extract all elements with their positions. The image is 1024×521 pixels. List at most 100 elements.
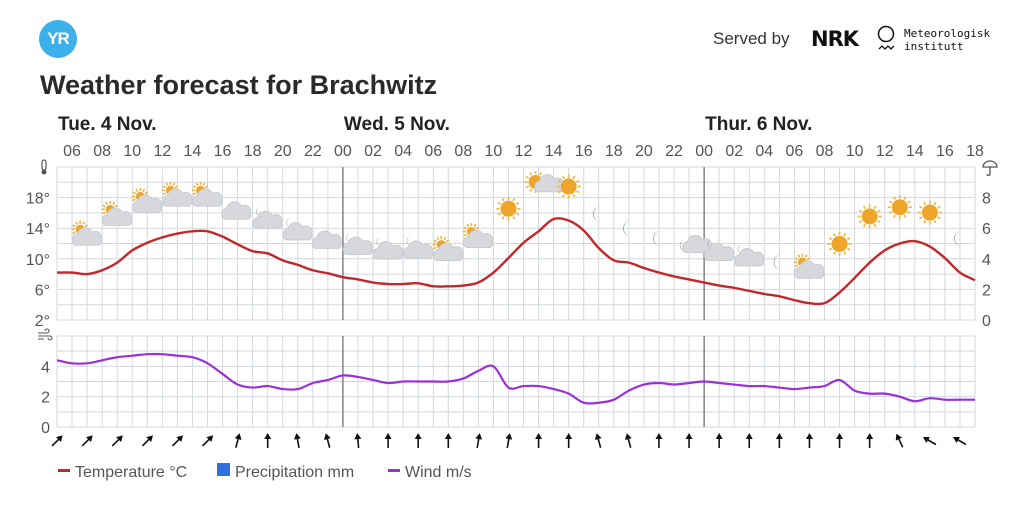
wind-tick-label: 4 <box>41 359 50 376</box>
cloud-shape <box>734 248 765 267</box>
sun-ray <box>862 205 866 209</box>
sun-ray <box>132 191 136 195</box>
sun-ray <box>576 179 580 183</box>
cloud-shape <box>463 229 494 248</box>
sun-ray <box>907 211 911 214</box>
wind-arrow-head <box>535 433 543 439</box>
legend-swatch-temperature <box>58 469 70 472</box>
sun-ray <box>515 202 520 205</box>
sun-ray <box>572 175 576 180</box>
sun-ray <box>529 188 533 192</box>
weather-icon-partly-cloudy-night <box>342 232 373 255</box>
sun-ray <box>907 200 911 204</box>
sun-ray <box>933 219 937 224</box>
sun-ray <box>937 205 941 209</box>
weather-icon-cloudy <box>221 201 252 220</box>
nrk-logo[interactable]: NRK <box>811 27 859 51</box>
cloud-shape <box>162 188 193 207</box>
sun-ray <box>877 209 881 213</box>
wind-arrow-head <box>953 436 960 444</box>
sun-ray <box>512 197 516 202</box>
precipitation-tick-label: 2 <box>982 282 991 299</box>
sun-ray <box>832 233 836 237</box>
sun-ray <box>903 196 907 200</box>
wind-arrow-head <box>414 433 422 439</box>
wind-arrow-head <box>206 435 214 443</box>
hour-tick-label: 18 <box>244 143 262 160</box>
sun-ray <box>501 197 505 202</box>
wind-arrow-head <box>594 433 602 440</box>
sun-ray <box>72 231 76 235</box>
cloud-shape <box>132 194 163 213</box>
sun-ray <box>538 172 542 176</box>
wind-direction-arrow <box>201 435 214 447</box>
sun-ray <box>529 172 533 176</box>
sun-ray <box>846 247 851 251</box>
weather-icon-partly-cloudy-day <box>131 187 163 213</box>
sun-ray <box>525 175 530 179</box>
precipitation-tick-label: 6 <box>982 221 991 238</box>
yr-logo[interactable]: YR <box>39 20 77 58</box>
wind-direction-arrow <box>444 433 452 448</box>
sun-ray <box>923 219 927 224</box>
cloud-shape <box>282 222 313 241</box>
temperature-line <box>56 217 976 306</box>
umbrella-icon <box>982 160 998 177</box>
weather-icon-partly-cloudy-night <box>734 243 765 267</box>
weather-icon-clear-day <box>827 231 852 256</box>
wind-direction-arrow <box>234 433 242 448</box>
wind-direction-arrow <box>111 435 123 447</box>
wind-arrow-head <box>866 433 874 439</box>
sun-ray <box>873 205 877 209</box>
hour-tick-label: 00 <box>334 143 352 160</box>
sun-ray <box>832 251 836 255</box>
sun-ray <box>84 224 88 228</box>
weather-icon-partly-cloudy-day <box>71 220 102 246</box>
met-institute-logo[interactable]: Meteorologisk institutt <box>904 27 990 53</box>
precipitation-tick-label: 0 <box>982 313 991 330</box>
sun-ray <box>797 254 801 258</box>
weather-icon-partly-cloudy-night <box>252 206 283 229</box>
sun-ray <box>162 192 167 196</box>
sun-ray <box>576 190 580 194</box>
hour-tick-label: 10 <box>846 143 864 160</box>
sun-ray <box>202 182 206 186</box>
wind-direction-arrow <box>624 433 632 448</box>
sun-ray <box>804 254 808 258</box>
sun-ray <box>933 201 937 206</box>
hour-tick-label: 16 <box>575 143 593 160</box>
legend-label: Precipitation mm <box>235 464 354 481</box>
wind-direction-arrow <box>836 433 844 448</box>
sun-ray <box>572 193 576 198</box>
sun-ray <box>195 182 199 186</box>
cloud-shape <box>794 260 825 279</box>
sun-ray <box>557 190 562 194</box>
hour-tick-label: 18 <box>605 143 623 160</box>
hour-tick-label: 02 <box>725 143 743 160</box>
weather-icon-partly-cloudy-night <box>402 236 433 259</box>
wind-arrow-head <box>293 433 301 440</box>
sun-ray <box>144 191 149 195</box>
sun-ray <box>923 201 927 206</box>
temperature-tick-label: 6° <box>35 282 50 299</box>
hour-tick-label: 22 <box>304 143 322 160</box>
wind-arrow-head <box>323 433 331 440</box>
wind-arrow-head <box>234 433 242 440</box>
wind-direction-arrow <box>655 433 663 448</box>
sun-ray <box>192 185 197 189</box>
sun-ray <box>135 188 139 193</box>
sun-ray <box>105 201 109 206</box>
wind-direction-arrow <box>866 433 874 448</box>
sun-ray <box>525 185 530 189</box>
weather-icon-partly-cloudy-day <box>161 181 193 207</box>
sun-disc <box>921 204 938 221</box>
sun-ray <box>806 257 811 261</box>
temperature-tick-label: 10° <box>26 252 50 269</box>
hour-tick-label: 12 <box>515 143 533 160</box>
wind-arrow-head <box>745 433 753 439</box>
sun-ray <box>72 224 76 228</box>
page-title: Weather forecast for Brachwitz <box>40 70 438 100</box>
wind-arrow-head <box>836 433 844 439</box>
moon-shape <box>954 230 963 247</box>
